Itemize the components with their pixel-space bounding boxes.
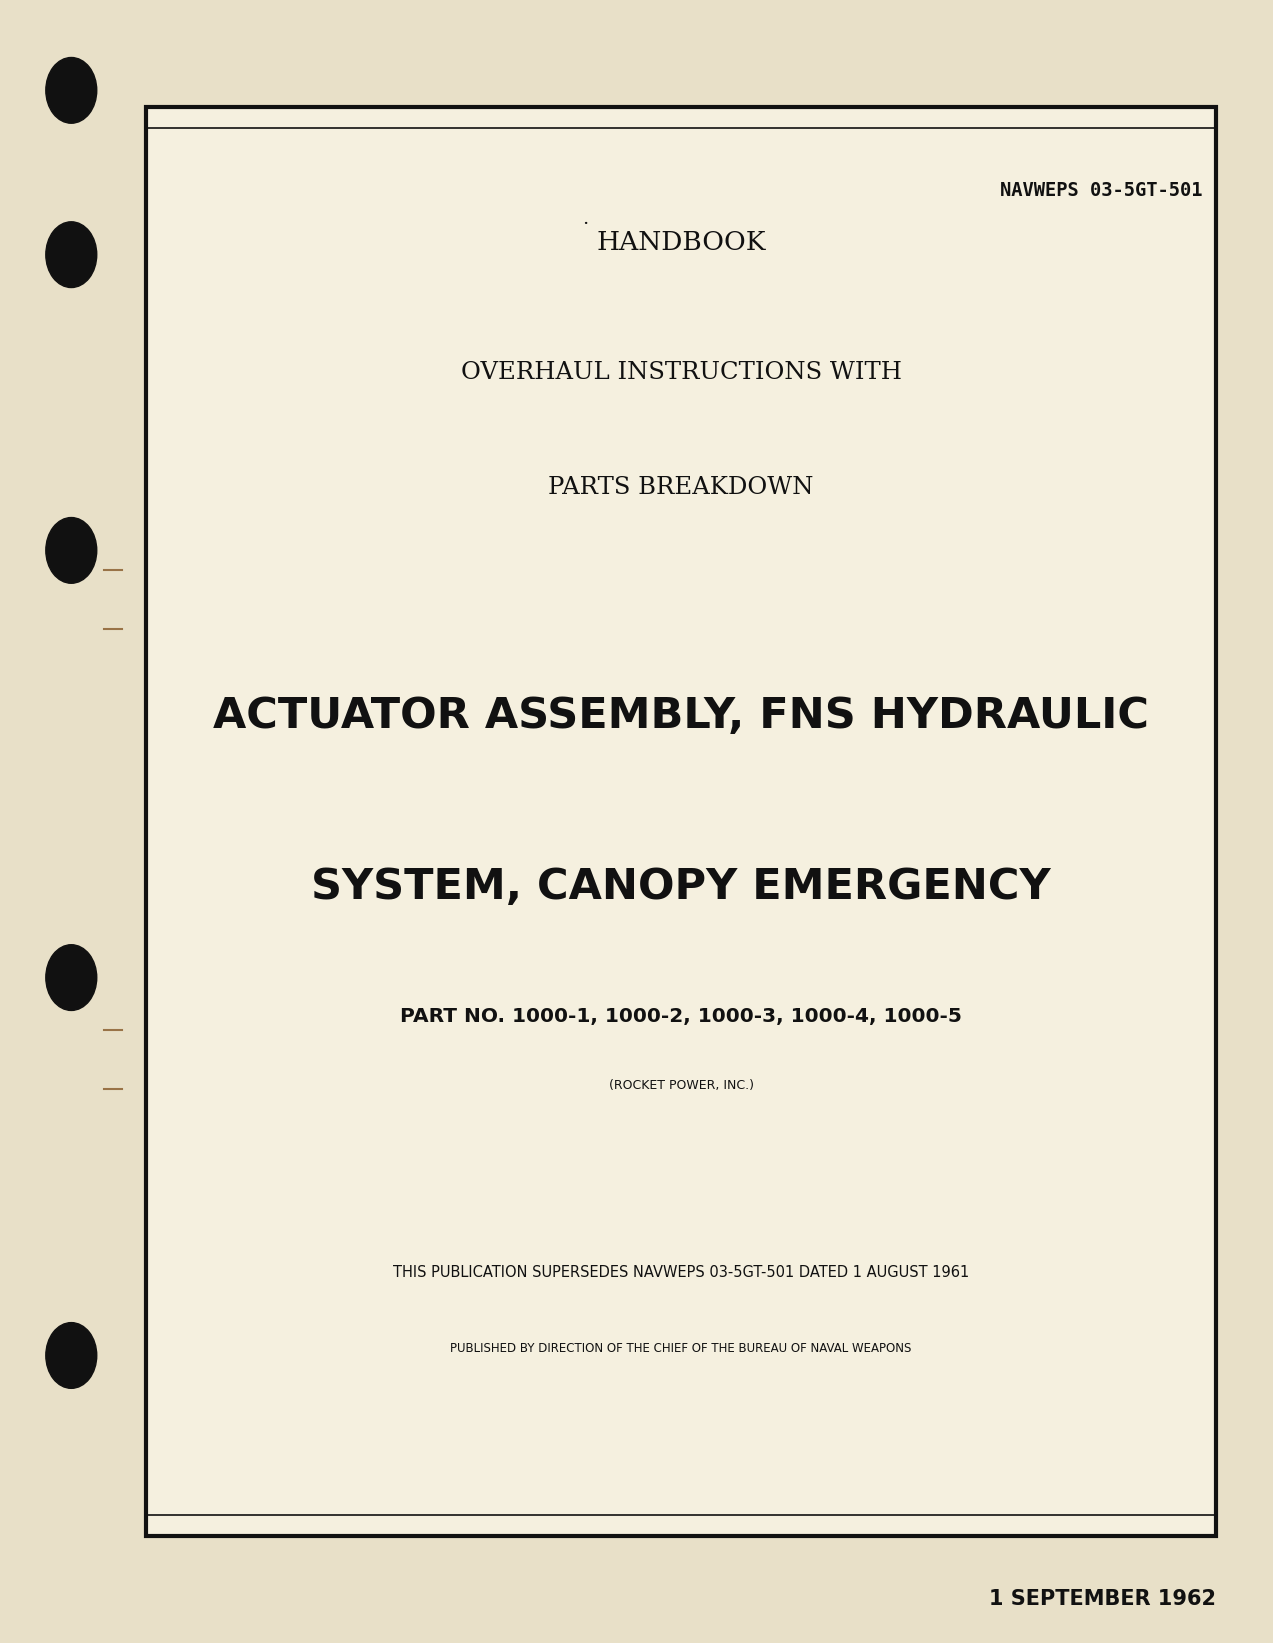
Text: HANDBOOK: HANDBOOK — [596, 230, 766, 255]
Circle shape — [46, 1323, 97, 1388]
Text: .: . — [583, 210, 588, 228]
Circle shape — [46, 58, 97, 123]
Circle shape — [46, 222, 97, 288]
Text: NAVWEPS 03-5GT-501: NAVWEPS 03-5GT-501 — [1001, 181, 1203, 200]
Text: PARTS BREAKDOWN: PARTS BREAKDOWN — [549, 476, 813, 499]
Text: PART NO. 1000-1, 1000-2, 1000-3, 1000-4, 1000-5: PART NO. 1000-1, 1000-2, 1000-3, 1000-4,… — [400, 1007, 962, 1027]
Text: 1 SEPTEMBER 1962: 1 SEPTEMBER 1962 — [989, 1589, 1216, 1608]
Text: (ROCKET POWER, INC.): (ROCKET POWER, INC.) — [608, 1079, 754, 1093]
Text: ACTUATOR ASSEMBLY, FNS HYDRAULIC: ACTUATOR ASSEMBLY, FNS HYDRAULIC — [213, 695, 1150, 738]
Text: SYSTEM, CANOPY EMERGENCY: SYSTEM, CANOPY EMERGENCY — [311, 866, 1051, 909]
Text: PUBLISHED BY DIRECTION OF THE CHIEF OF THE BUREAU OF NAVAL WEAPONS: PUBLISHED BY DIRECTION OF THE CHIEF OF T… — [451, 1342, 911, 1355]
Bar — [146, 107, 1216, 1536]
Circle shape — [46, 945, 97, 1010]
Circle shape — [46, 518, 97, 583]
Text: OVERHAUL INSTRUCTIONS WITH: OVERHAUL INSTRUCTIONS WITH — [461, 361, 901, 384]
Text: THIS PUBLICATION SUPERSEDES NAVWEPS 03-5GT-501 DATED 1 AUGUST 1961: THIS PUBLICATION SUPERSEDES NAVWEPS 03-5… — [393, 1265, 969, 1280]
